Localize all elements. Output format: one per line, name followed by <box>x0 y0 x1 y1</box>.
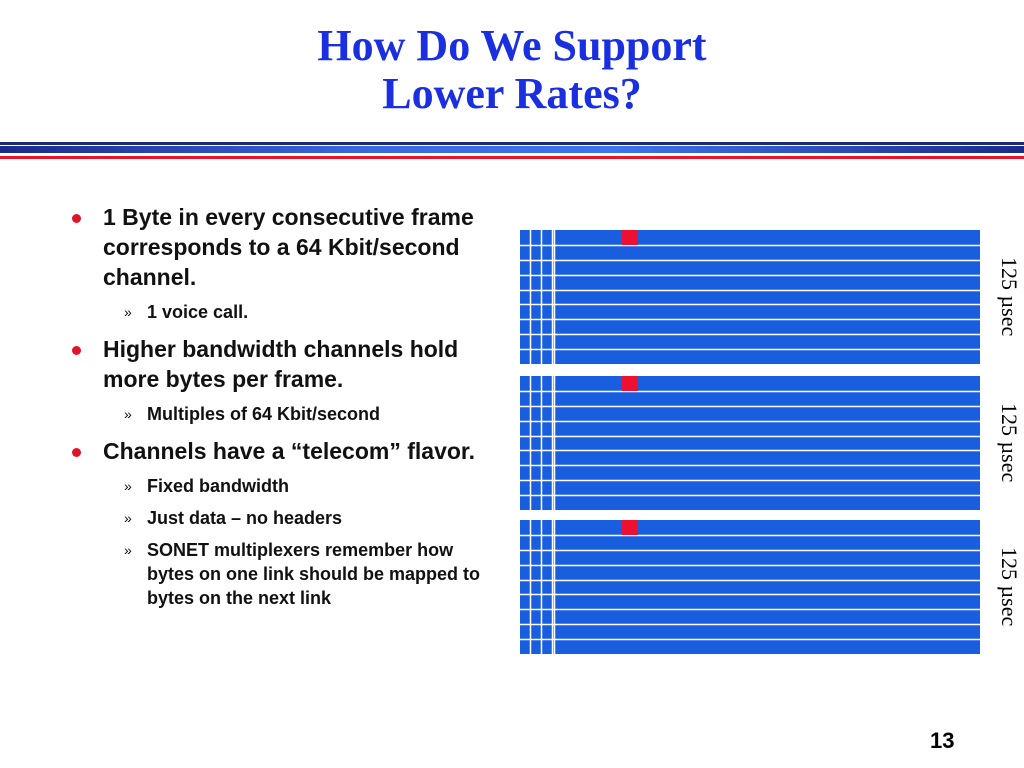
frame-background <box>520 230 980 364</box>
slide-title: How Do We Support Lower Rates? <box>0 22 1024 118</box>
channel-byte-marker <box>622 230 638 245</box>
bullet-dot-icon <box>72 346 81 355</box>
sub-bullet-text: Multiples of 64 Kbit/second <box>147 404 381 424</box>
bullet-item: Higher bandwidth channels hold more byte… <box>68 334 498 394</box>
sub-bullet-item: » Just data – no headers <box>68 506 498 530</box>
bullet-item: 1 Byte in every consecutive frame corres… <box>68 202 498 292</box>
frame-time-label: 125 µsec <box>997 257 1022 337</box>
sonet-frame-1 <box>520 230 980 364</box>
chevron-right-icon: » <box>124 406 132 422</box>
sonet-frame-2 <box>520 376 980 510</box>
chevron-right-icon: » <box>124 478 132 494</box>
frame-background <box>520 520 980 654</box>
frame-time-label: 125 µsec <box>997 547 1022 627</box>
channel-byte-marker <box>622 520 638 535</box>
bullet-dot-icon <box>72 448 81 457</box>
chevron-right-icon: » <box>124 510 132 526</box>
sub-bullet-text: 1 voice call. <box>147 302 249 322</box>
sonet-frame-3 <box>520 520 980 654</box>
bullet-text: Higher bandwidth channels hold more byte… <box>103 336 459 392</box>
bullet-list: 1 Byte in every consecutive frame corres… <box>68 202 498 610</box>
chevron-right-icon: » <box>124 542 132 558</box>
title-rule-dark <box>0 142 1024 145</box>
title-rule-blue <box>0 146 1024 153</box>
sub-bullet-text: Just data – no headers <box>147 508 343 528</box>
sub-bullet-text: Fixed bandwidth <box>147 476 289 496</box>
sub-bullet-item: » 1 voice call. <box>68 300 498 324</box>
bullet-text: Channels have a “telecom” flavor. <box>103 438 475 464</box>
sub-bullet-item: » Fixed bandwidth <box>68 474 498 498</box>
frame-grid <box>520 376 980 510</box>
frame-grid <box>520 520 980 654</box>
title-line-2: Lower Rates? <box>382 69 642 118</box>
chevron-right-icon: » <box>124 304 132 320</box>
page-number: 13 <box>930 728 955 753</box>
sub-bullet-item: » Multiples of 64 Kbit/second <box>68 402 498 426</box>
frame-time-label: 125 µsec <box>997 403 1022 483</box>
sub-bullet-text: SONET multiplexers remember how bytes on… <box>147 540 481 608</box>
bullet-dot-icon <box>72 214 81 223</box>
channel-byte-marker <box>622 376 638 391</box>
title-line-1: How Do We Support <box>317 21 707 70</box>
frame-background <box>520 376 980 510</box>
title-rule-red <box>0 156 1024 159</box>
sub-bullet-item: » SONET multiplexers remember how bytes … <box>68 538 498 610</box>
bullet-text: 1 Byte in every consecutive frame corres… <box>103 204 474 290</box>
bullet-item: Channels have a “telecom” flavor. <box>68 436 498 466</box>
frame-grid <box>520 230 980 364</box>
